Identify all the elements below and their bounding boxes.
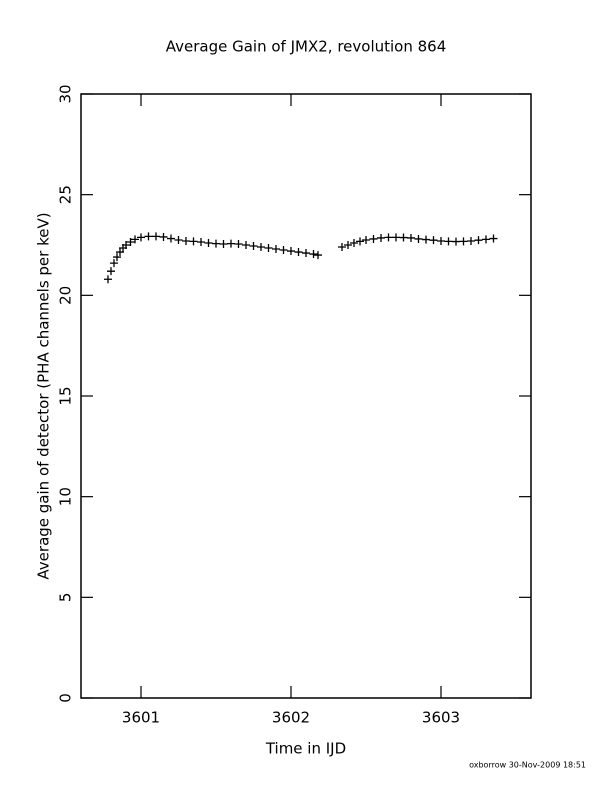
marker (107, 267, 115, 276)
y-tick-label: 0 (57, 693, 75, 703)
y-tick-label: 5 (57, 593, 75, 603)
y-tick-label: 10 (57, 487, 75, 506)
marker (197, 237, 205, 246)
x-tick-label: 3601 (122, 709, 160, 727)
marker (437, 236, 445, 245)
marker (257, 243, 265, 252)
marker (356, 237, 364, 246)
marker (189, 237, 198, 246)
marker (489, 234, 498, 243)
y-tick-label: 30 (57, 84, 75, 103)
y-tick-label: 15 (57, 386, 75, 405)
marker (287, 247, 295, 256)
y-axis-label: Average gain of detector (PHA channels p… (35, 212, 53, 579)
marker (264, 244, 273, 253)
footer: oxborrow 30-Nov-2009 18:51 (469, 761, 586, 770)
marker (279, 246, 288, 255)
marker (294, 248, 303, 257)
marker (249, 242, 258, 251)
marker (152, 232, 160, 241)
x-axis-label: Time in IJD (265, 740, 346, 758)
y-tick-label: 25 (57, 185, 75, 204)
marker (452, 237, 460, 246)
marker (272, 245, 280, 254)
marker (474, 236, 483, 245)
marker (314, 251, 322, 260)
marker (174, 235, 183, 244)
marker (137, 233, 145, 242)
x-tick-label: 3602 (272, 709, 310, 727)
y-tick-label: 20 (57, 286, 75, 305)
marker (110, 259, 118, 268)
marker (407, 233, 415, 242)
marker (219, 239, 228, 248)
marker (227, 239, 235, 248)
marker (414, 234, 423, 243)
marker (212, 239, 220, 248)
marker (369, 234, 378, 243)
marker (459, 237, 468, 246)
marker (350, 238, 358, 247)
marker (234, 239, 243, 248)
marker (338, 243, 346, 252)
marker (309, 250, 318, 259)
marker (429, 236, 438, 245)
chart-title: Average Gain of JMX2, revolution 864 (166, 38, 447, 56)
marker (116, 248, 124, 257)
marker (159, 232, 168, 241)
marker (126, 237, 135, 246)
marker (399, 233, 408, 242)
marker (104, 275, 112, 284)
marker (131, 235, 139, 244)
marker (384, 233, 393, 242)
marker (204, 238, 213, 247)
marker (302, 249, 310, 258)
marker (362, 235, 370, 244)
marker (122, 241, 130, 249)
marker (242, 241, 250, 249)
marker (392, 233, 400, 242)
x-tick-label: 3603 (422, 709, 460, 727)
marker (344, 241, 352, 249)
marker (113, 253, 121, 262)
marker (144, 232, 153, 241)
marker (182, 236, 190, 245)
marker (377, 233, 385, 242)
plot-frame (80, 93, 532, 699)
marker (482, 235, 490, 244)
marker (444, 237, 453, 246)
marker (467, 236, 475, 245)
marker (422, 235, 430, 244)
marker (167, 234, 175, 243)
